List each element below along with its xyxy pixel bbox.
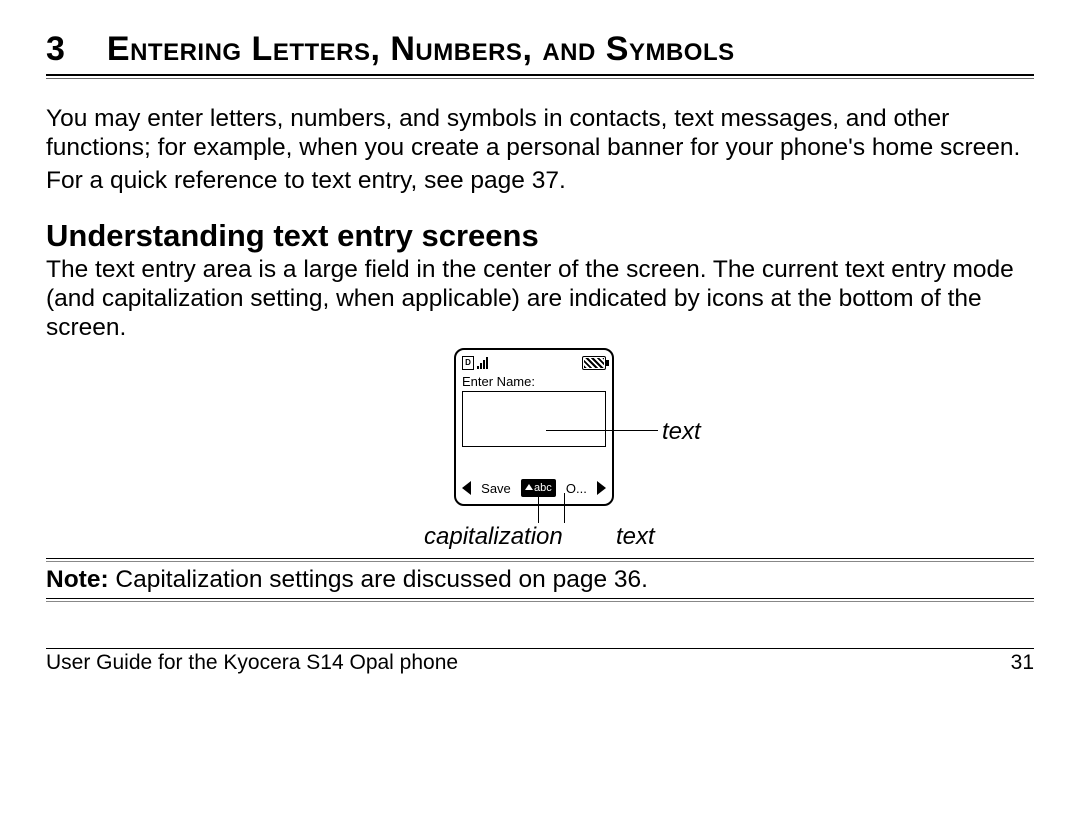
- intro-block: You may enter letters, numbers, and symb…: [46, 105, 1034, 196]
- status-bar: D: [462, 354, 606, 372]
- note-line: Note: Capitalization settings are discus…: [46, 566, 1034, 594]
- note-prefix: Note:: [46, 566, 109, 593]
- leader-line-textmode: [564, 493, 565, 523]
- chapter-title: Entering Letters, Numbers, and Symbols: [107, 32, 735, 66]
- text-entry-field: [462, 391, 606, 447]
- section-paragraph: The text entry area is a large field in …: [46, 256, 1034, 343]
- note-bottom-rule: [46, 598, 1034, 602]
- phone-screen-illustration: D Enter Name: Save abc O...: [454, 348, 614, 506]
- header-rule: [46, 74, 1034, 79]
- callout-capitalization: capitalization: [424, 523, 563, 551]
- leader-line-capitalization: [538, 493, 539, 523]
- page: 3 Entering Letters, Numbers, and Symbols…: [0, 0, 1080, 834]
- text-entry-diagram: D Enter Name: Save abc O...: [46, 348, 1034, 558]
- left-softkey-label: Save: [481, 481, 511, 496]
- page-footer: User Guide for the Kyocera S14 Opal phon…: [46, 649, 1034, 675]
- shift-arrow-icon: [525, 484, 533, 490]
- intro-paragraph-2: For a quick reference to text entry, see…: [46, 167, 1034, 196]
- right-softkey-label: O...: [566, 481, 587, 496]
- right-arrow-icon: [597, 481, 606, 495]
- note-body: Capitalization settings are discussed on…: [109, 566, 648, 593]
- section-heading: Understanding text entry screens: [46, 218, 1034, 254]
- footer-title: User Guide for the Kyocera S14 Opal phon…: [46, 651, 458, 675]
- softkey-bar: Save abc O...: [462, 477, 606, 499]
- enter-name-label: Enter Name:: [462, 374, 606, 389]
- page-number: 31: [1011, 651, 1034, 675]
- callout-text-entry: text: [662, 418, 701, 446]
- leader-line-text: [546, 430, 658, 431]
- signal-icon: [477, 357, 488, 369]
- mode-text: abc: [534, 482, 552, 494]
- left-arrow-icon: [462, 481, 471, 495]
- callout-text-mode: text: [616, 523, 655, 551]
- chapter-number: 3: [46, 32, 65, 66]
- note-top-rule: [46, 558, 1034, 562]
- chapter-header: 3 Entering Letters, Numbers, and Symbols: [46, 32, 1034, 66]
- status-left-group: D: [462, 356, 488, 370]
- battery-icon: [582, 356, 606, 370]
- intro-paragraph-1: You may enter letters, numbers, and symb…: [46, 105, 1034, 163]
- digital-icon: D: [462, 356, 474, 370]
